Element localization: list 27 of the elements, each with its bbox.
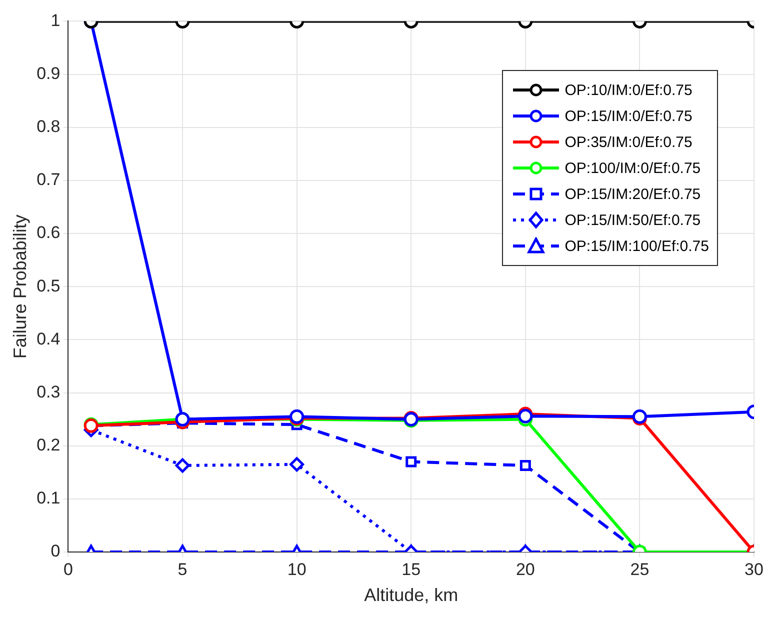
x-axis-title: Altitude, km [364,585,458,606]
legend-label: OP:10/IM:0/Ef:0.75 [564,82,692,98]
x-tick-label: 5 [178,560,188,579]
x-tick-label: 25 [630,560,650,579]
y-tick-label: 0.6 [36,223,60,242]
y-tick-label: 0.9 [36,64,60,83]
y-tick-label: 1 [50,10,60,30]
y-axis-title: Failure Probability [10,214,30,359]
legend-label: OP:15/IM:0/Ef:0.75 [564,108,692,124]
x-tick-label: 30 [744,560,764,579]
y-tick-label: 0 [50,542,60,561]
x-tick-label: 10 [287,560,306,579]
y-tick-label: 0.8 [36,117,60,136]
legend-label: OP:15/IM:50/Ef:0.75 [564,212,701,228]
y-tick-label: 0.1 [36,488,60,508]
legend-label: OP:15/IM:20/Ef:0.75 [564,186,701,202]
y-tick-label: 0.7 [36,170,60,190]
x-tick-label: 20 [516,560,535,579]
y-tick-label: 0.5 [36,276,60,296]
legend-label: OP:100/IM:0/Ef:0.75 [564,160,701,176]
y-tick-label: 0.3 [36,382,60,402]
legend-label: OP:15/IM:100/Ef:0.75 [564,238,709,254]
legend-label: OP:35/IM:0/Ef:0.75 [564,134,692,150]
x-tick-label: 15 [402,560,421,579]
y-tick-label: 0.2 [36,436,60,455]
y-tick-label: 0.4 [36,329,60,348]
x-tick-label: 0 [64,560,73,579]
